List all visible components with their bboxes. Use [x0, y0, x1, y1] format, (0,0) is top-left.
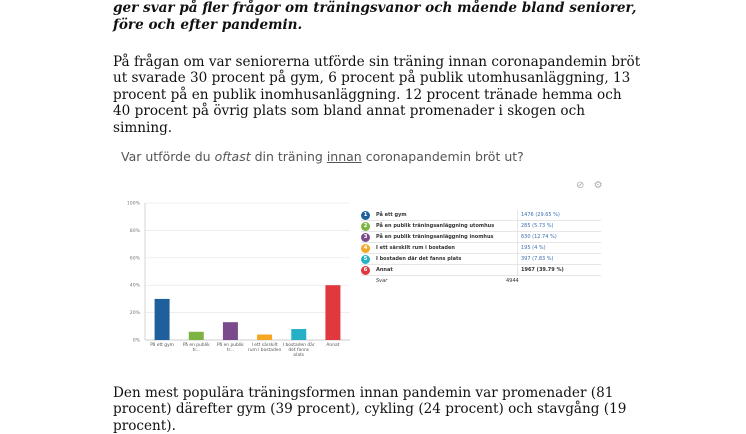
- bar: [325, 285, 341, 340]
- x-tick-label: På ett gym: [150, 341, 174, 348]
- y-tick-label: 40%: [130, 283, 141, 289]
- bar-chart: 0% 20% 40% 60% 80% 100% På ett gym På en publik…: [127, 201, 350, 356]
- chart-tools: ⊘ ⚙: [576, 180, 609, 191]
- legend-label: Annat: [376, 267, 393, 273]
- legend-badge: 3: [361, 232, 370, 242]
- x-tick-label: På en publik tr...: [183, 341, 210, 353]
- y-tick-label: 0%: [133, 338, 141, 344]
- x-tick-label: I bostaden där det fanns plats: [283, 342, 315, 356]
- legend-value[interactable]: 630 (12.74 %): [517, 232, 557, 242]
- legend-svar-row: Svar 4944: [361, 276, 601, 286]
- legend-value[interactable]: 285 (5.73 %): [517, 221, 554, 231]
- question-part2: din träning: [250, 149, 327, 164]
- legend-row: 4 I ett särskilt rum i bostaden 195 (4 %…: [361, 243, 601, 254]
- bar: [222, 322, 238, 340]
- question-part3: coronapandemin bröt ut?: [361, 149, 524, 164]
- x-tick-label: På en publik tr...: [217, 341, 244, 353]
- gear-icon[interactable]: ⚙: [593, 180, 603, 191]
- x-tick-label: I ett särskilt rum i bostaden: [248, 342, 282, 353]
- x-tick-label: Annat: [326, 342, 339, 348]
- legend-value[interactable]: 1967 (39.79 %): [517, 265, 564, 275]
- legend-label: I ett särskilt rum i bostaden: [376, 245, 455, 251]
- legend-badge: 4: [361, 243, 370, 253]
- legend-value[interactable]: 195 (4 %): [517, 243, 546, 253]
- legend-label: På ett gym: [376, 212, 407, 218]
- legend-label: På en publik träningsanläggning utomhus: [376, 223, 495, 229]
- y-tick-label: 100%: [127, 201, 141, 207]
- chart-legend: 1 På ett gym 1476 (29.65 %) 2 På en publ…: [361, 210, 601, 286]
- svar-label: Svar: [376, 278, 388, 284]
- bar: [257, 334, 273, 340]
- legend-label: På en publik träningsanläggning inomhus: [376, 234, 494, 240]
- legend-value[interactable]: 1476 (29.65 %): [517, 210, 560, 220]
- y-tick-label: 20%: [130, 310, 141, 316]
- legend-row: 3 På en publik träningsanläggning inomhu…: [361, 232, 601, 243]
- question-underlined: innan: [326, 149, 362, 164]
- intro-text: ger svar på fler frågor om träningsvanor…: [113, 0, 637, 33]
- paragraph-popular-training: Den mest populära träningsformen innan p…: [113, 385, 627, 434]
- legend-row: 6 Annat 1967 (39.79 %): [361, 265, 601, 276]
- legend-row: 2 På en publik träningsanläggning utomhu…: [361, 221, 601, 232]
- legend-row: 1 På ett gym 1476 (29.65 %): [361, 210, 601, 221]
- legend-badge: 5: [361, 254, 370, 264]
- y-tick-label: 60%: [130, 255, 141, 261]
- y-tick-label: 80%: [130, 228, 141, 234]
- survey-question: Var utförde du oftast din träning innan …: [121, 149, 524, 164]
- legend-value[interactable]: 397 (7.83 %): [517, 254, 554, 264]
- question-part1: Var utförde du: [121, 149, 215, 164]
- legend-label: I bostaden där det fanns plats: [376, 256, 462, 262]
- bar: [154, 298, 170, 340]
- legend-row: 5 I bostaden där det fanns plats 397 (7.…: [361, 254, 601, 265]
- paragraph-training-location: På frågan om var seniorerna utförde sin …: [113, 54, 641, 136]
- bar: [188, 331, 204, 340]
- question-emph: oftast: [214, 149, 251, 164]
- svar-value: 4944: [506, 278, 519, 284]
- eye-slash-icon[interactable]: ⊘: [576, 180, 585, 191]
- legend-badge: 2: [361, 221, 370, 231]
- legend-badge: 1: [361, 210, 370, 220]
- bar: [291, 329, 307, 340]
- legend-badge: 6: [361, 265, 370, 275]
